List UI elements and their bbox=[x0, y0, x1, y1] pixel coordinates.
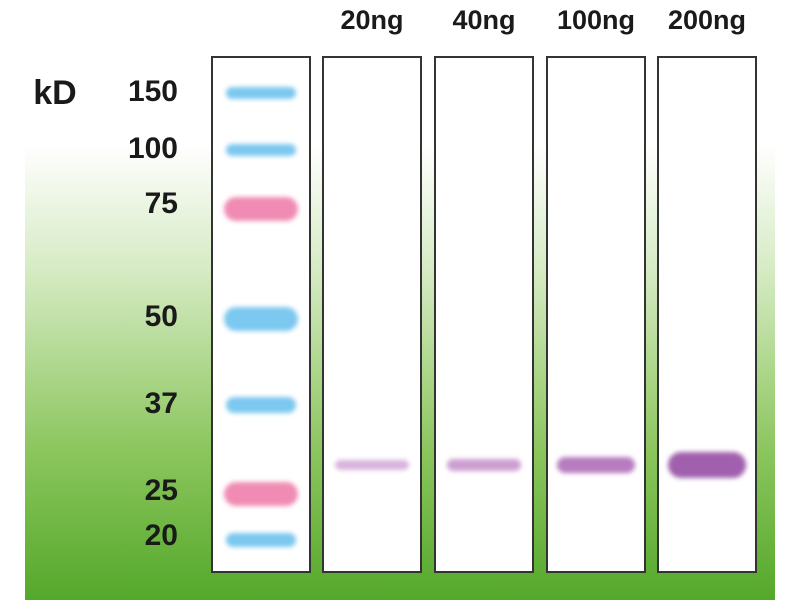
ladder-band bbox=[226, 144, 296, 156]
ladder-band bbox=[226, 87, 296, 99]
lane-label: 200ng bbox=[668, 5, 746, 35]
ladder-band bbox=[224, 482, 298, 506]
marker-label: 150 bbox=[128, 75, 178, 108]
sample-bands bbox=[335, 452, 746, 478]
ladder-band bbox=[224, 307, 298, 331]
lane-label: 40ng bbox=[452, 5, 515, 35]
marker-label: 50 bbox=[145, 300, 178, 333]
sample-band bbox=[335, 460, 409, 470]
ladder-band bbox=[226, 533, 296, 547]
unit-label: kD bbox=[33, 74, 76, 112]
sample-lane bbox=[434, 56, 534, 573]
sample-lane bbox=[546, 56, 646, 573]
sample-lane bbox=[322, 56, 422, 573]
sample-lane bbox=[657, 56, 757, 573]
marker-label: 37 bbox=[145, 387, 178, 420]
ladder-bands bbox=[224, 87, 298, 547]
sample-band bbox=[668, 452, 746, 478]
marker-label: 75 bbox=[145, 187, 178, 220]
lane-label: 20ng bbox=[340, 5, 403, 35]
marker-label: 100 bbox=[128, 132, 178, 165]
ladder-band bbox=[224, 197, 298, 221]
sample-band bbox=[447, 459, 521, 471]
sample-band bbox=[557, 457, 635, 473]
lane-label: 100ng bbox=[557, 5, 635, 35]
ladder-band bbox=[226, 397, 296, 413]
marker-label: 20 bbox=[145, 519, 178, 552]
marker-label: 25 bbox=[145, 474, 178, 507]
